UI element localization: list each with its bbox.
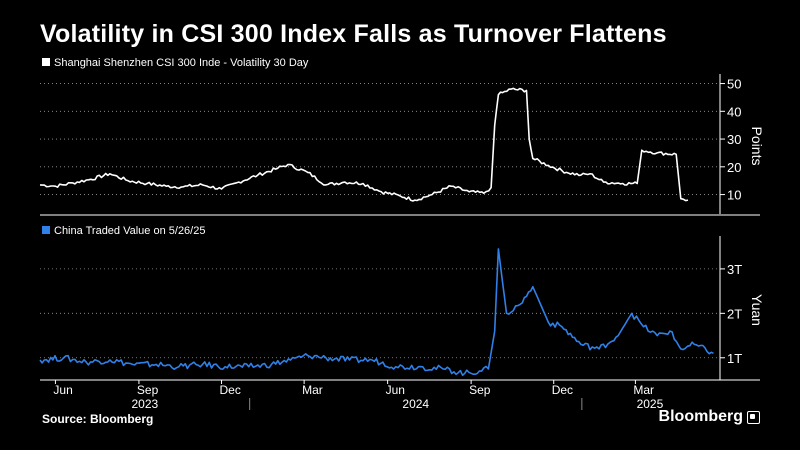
x-tick-label: Jun: [386, 383, 405, 397]
y-tick-label: 30: [727, 132, 741, 147]
x-tick-label: Dec: [220, 383, 241, 397]
bloomberg-terminal-icon: [747, 410, 760, 424]
source-note: Source: Bloomberg: [42, 412, 154, 426]
x-axis: Jun Sep Dec Mar Jun Sep Dec Mar 2023 2024 2025: [53, 380, 664, 411]
y-tick-label: 40: [727, 104, 741, 119]
y-tick-label: 10: [727, 188, 741, 203]
x-tick-label: Mar: [633, 383, 654, 397]
chart-title: Volatility in CSI 300 Index Falls as Tur…: [40, 20, 667, 48]
y-axis-title: Yuan: [749, 294, 765, 326]
y-axis-title: Points: [749, 127, 765, 166]
legend-label: Shanghai Shenzhen CSI 300 Inde - Volatil…: [54, 57, 309, 69]
brand-label: Bloomberg: [658, 408, 743, 425]
x-tick-label: Mar: [302, 383, 323, 397]
y-tick-label: 3T: [727, 262, 742, 277]
x-tick-label: Jun: [53, 383, 72, 397]
y-tick-label: 2T: [727, 306, 742, 321]
y-tick-label: 50: [727, 77, 741, 92]
turnover-panel: China Traded Value on 5/26/25 1T 2T 3T Yuan: [39, 225, 765, 381]
year-label: 2025: [637, 397, 664, 411]
volatility-series-line: [39, 87, 689, 202]
volatility-panel: Shanghai Shenzhen CSI 300 Inde - Volatil…: [39, 57, 765, 216]
turnover-series-line: [39, 248, 714, 377]
x-tick-label: Dec: [552, 383, 573, 397]
x-tick-label: Sep: [137, 383, 159, 397]
x-tick-label: Sep: [469, 383, 491, 397]
bloomberg-logo: Bloomberg: [659, 408, 760, 426]
legend-swatch: [42, 226, 50, 234]
legend-swatch: [42, 58, 50, 66]
year-label: 2023: [131, 397, 158, 411]
legend-label: China Traded Value on 5/26/25: [54, 225, 205, 237]
y-tick-label: 1T: [727, 351, 742, 366]
year-label: 2024: [402, 397, 429, 411]
y-tick-label: 20: [727, 160, 741, 175]
